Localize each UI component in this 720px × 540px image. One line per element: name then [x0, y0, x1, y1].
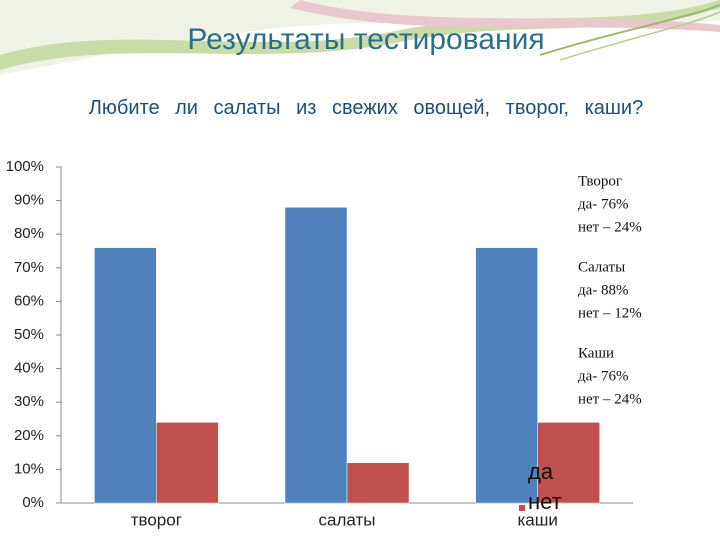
chart-title: Результаты тестирования: [187, 23, 544, 56]
y-tick-label: 100%: [6, 158, 44, 175]
annotation: Салаты: [578, 259, 625, 275]
bar: [537, 422, 600, 504]
annotation: нет – 24%: [578, 219, 642, 235]
annotation: Каши: [578, 345, 614, 361]
bar: [156, 422, 219, 504]
x-tick-label: каши: [517, 510, 557, 529]
y-tick-label: 80%: [14, 225, 44, 242]
y-tick-label: 20%: [14, 427, 44, 444]
x-tick-label: салаты: [319, 510, 376, 529]
bar: [284, 207, 348, 504]
y-tick-label: 70%: [14, 259, 44, 276]
y-tick-label: 10%: [14, 460, 44, 477]
bar: [346, 462, 410, 504]
legend-label: нет: [528, 489, 562, 514]
y-tick-label: 90%: [14, 192, 44, 209]
chart-subtitle: Любите ли салаты из свежих овощей, творо…: [88, 97, 644, 119]
bar: [475, 247, 538, 504]
annotation: да- 76%: [578, 368, 629, 384]
legend-label: да: [528, 459, 554, 484]
y-tick-label: 0%: [22, 494, 44, 511]
annotation: нет – 12%: [578, 305, 642, 321]
annotation: да- 76%: [578, 196, 629, 212]
y-tick-label: 30%: [14, 393, 44, 410]
bar: [94, 247, 157, 504]
y-tick-label: 40%: [14, 360, 44, 377]
annotation: Творог: [578, 173, 622, 189]
decoration: [0, 0, 720, 75]
y-tick-label: 50%: [14, 326, 44, 343]
x-tick-label: творог: [131, 510, 182, 529]
y-tick-label: 60%: [14, 292, 44, 309]
annotation: да- 88%: [578, 282, 629, 298]
legend-swatch: [519, 475, 525, 481]
legend-swatch: [519, 505, 525, 511]
annotation: нет – 24%: [578, 391, 642, 407]
